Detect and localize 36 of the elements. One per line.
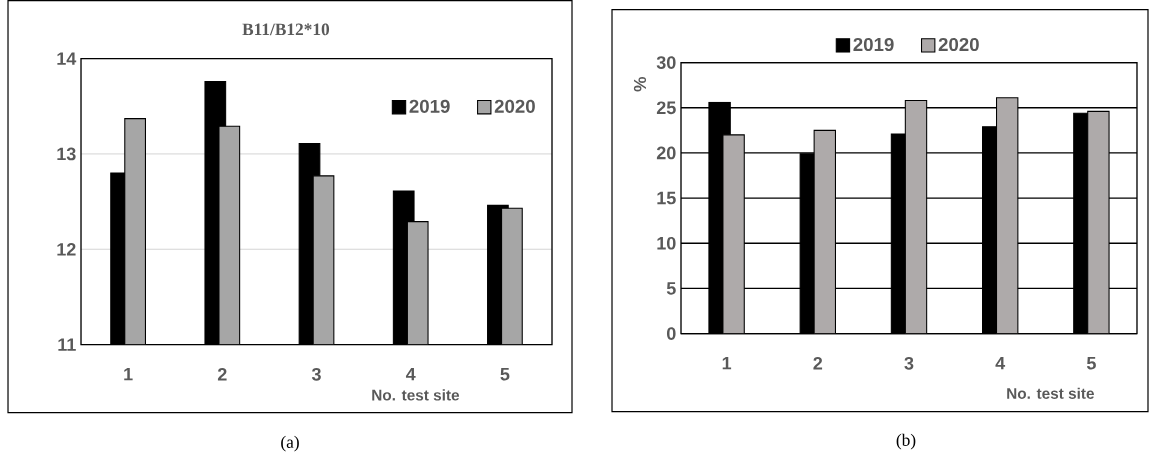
- y-tick-label: 15: [657, 191, 676, 205]
- y-tick-label: 14: [57, 52, 77, 65]
- y-tick-label: 13: [57, 147, 76, 161]
- x-tick-label: 5: [500, 368, 510, 381]
- y-tick-label: 11: [58, 338, 76, 351]
- y-tick-label: 30: [656, 56, 676, 70]
- x-tick-label: 2: [217, 368, 227, 381]
- legend-label: 2019: [409, 99, 450, 113]
- bar: [995, 97, 1019, 334]
- x-axis-title: No. test site: [1007, 387, 1094, 399]
- x-tick-label: 4: [405, 368, 416, 381]
- bar: [904, 100, 928, 334]
- y-tick-label: 5: [666, 282, 676, 295]
- y-axis-title: %: [633, 77, 647, 92]
- x-tick-label: 1: [124, 368, 133, 381]
- x-tick-label: 3: [311, 368, 321, 381]
- legend-label: 2019: [853, 37, 894, 52]
- x-tick-label: 4: [995, 357, 1006, 370]
- y-tick-label: 12: [57, 243, 76, 256]
- y-tick-label: 0: [666, 327, 676, 340]
- x-axis-title: No. test site: [372, 389, 460, 401]
- x-tick-label: 1: [722, 357, 732, 370]
- bar: [1087, 110, 1110, 334]
- legend-label: 2020: [938, 37, 979, 52]
- bar: [813, 129, 837, 334]
- text: (b): [896, 433, 916, 450]
- legend-label: 2020: [494, 99, 535, 113]
- x-tick-label: 3: [904, 357, 914, 370]
- y-tick-label: 10: [657, 236, 676, 250]
- y-tick-label: 25: [656, 101, 676, 115]
- x-tick-label: 2: [813, 357, 823, 370]
- chart-title: B11/B12*10: [242, 23, 330, 36]
- bar: [722, 134, 745, 334]
- x-tick-label: 5: [1086, 357, 1096, 370]
- text: (a): [281, 435, 299, 452]
- y-tick-label: 20: [656, 146, 676, 160]
